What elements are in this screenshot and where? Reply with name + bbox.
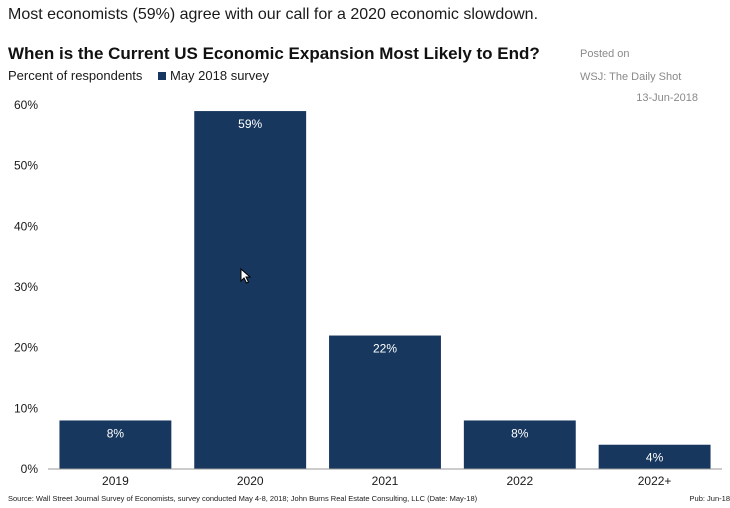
source-note: Source: Wall Street Journal Survey of Ec… — [8, 494, 478, 503]
y-tick-label: 20% — [14, 341, 38, 355]
publication-date: Pub: Jun-18 — [689, 494, 730, 503]
data-label-2022+: 4% — [646, 451, 664, 465]
legend-label: May 2018 survey — [170, 68, 269, 83]
data-label-2022: 8% — [511, 426, 529, 440]
mouse-pointer-icon — [240, 268, 252, 284]
posted-date: 13-Jun-2018 — [636, 92, 698, 104]
bar-2020 — [194, 111, 307, 470]
legend-swatch — [158, 71, 166, 80]
x-tick-label-2022+: 2022+ — [638, 474, 672, 488]
y-axis-ticks: 0% 10% 20% 30% 40% 50% 60% — [14, 98, 38, 476]
data-label-2019: 8% — [107, 426, 125, 440]
data-label-2021: 22% — [373, 342, 397, 356]
data-label-2020: 59% — [238, 117, 262, 131]
legend: May 2018 survey — [158, 68, 269, 83]
bar-2022 — [463, 420, 576, 469]
bar-2022+ — [598, 444, 711, 469]
y-tick-label: 60% — [14, 98, 38, 112]
x-axis-ticks: 2019 2020 2021 2022 2022+ — [102, 474, 671, 488]
y-tick-label: 40% — [14, 219, 38, 233]
chart-subtitle: Percent of respondents — [8, 68, 143, 83]
chart-title: When is the Current US Economic Expansio… — [8, 44, 540, 63]
posted-source: WSJ: The Daily Shot — [580, 71, 682, 83]
bars — [59, 111, 711, 470]
y-tick-label: 10% — [14, 401, 38, 415]
y-tick-label: 50% — [14, 159, 38, 173]
headline: Most economists (59%) agree with our cal… — [8, 6, 539, 23]
y-tick-label: 30% — [14, 280, 38, 294]
x-tick-label-2021: 2021 — [372, 474, 399, 488]
bar-data-labels: 8% 59% 22% 8% 4% — [107, 117, 664, 465]
y-tick-label: 0% — [21, 462, 39, 476]
bar-2021 — [329, 335, 441, 469]
x-tick-label-2022: 2022 — [506, 474, 533, 488]
x-tick-label-2019: 2019 — [102, 474, 129, 488]
x-tick-label-2020: 2020 — [237, 474, 264, 488]
posted-on-label: Posted on — [580, 48, 630, 60]
bar-2019 — [59, 420, 172, 469]
